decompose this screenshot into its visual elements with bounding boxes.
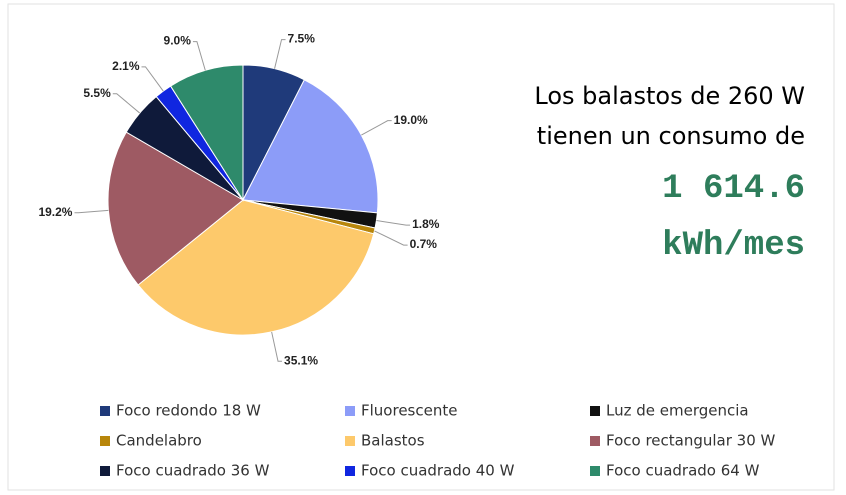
data-label: 19.0%: [394, 113, 428, 127]
data-label: 1.8%: [412, 217, 440, 231]
legend-swatch: [345, 436, 355, 446]
leader-line: [361, 120, 392, 136]
data-label: 0.7%: [410, 237, 438, 251]
data-label: 2.1%: [112, 59, 140, 73]
pie-slice: [169, 64, 244, 202]
pie-slice: [107, 131, 244, 286]
annotation-highlight: 1 614.6: [662, 170, 805, 208]
legend-swatch: [590, 466, 600, 476]
annotation-highlight: kWh/mes: [662, 227, 805, 265]
data-label: 7.5%: [288, 32, 316, 46]
legend-label: Foco cuadrado 64 W: [606, 462, 760, 480]
leader-line: [376, 220, 411, 226]
legend-label: Balastos: [361, 432, 425, 450]
legend-label: Foco cuadrado 36 W: [116, 462, 270, 480]
leader-line: [374, 230, 408, 246]
legend-swatch: [345, 466, 355, 476]
legend-label: Foco redondo 18 W: [116, 402, 261, 420]
pie-slice: [242, 79, 379, 214]
legend-label: Foco cuadrado 40 W: [361, 462, 515, 480]
data-label: 35.1%: [284, 353, 318, 367]
leader-line: [274, 39, 286, 69]
leader-line: [74, 209, 109, 214]
legend-label: Luz de emergencia: [606, 402, 749, 420]
legend-label: Candelabro: [116, 432, 202, 450]
leader-line: [271, 331, 283, 362]
leader-line: [192, 41, 206, 71]
pie-slice: [137, 199, 375, 336]
annotation-line: tienen un consumo de: [537, 122, 805, 150]
legend-swatch: [100, 436, 110, 446]
data-label: 19.2%: [38, 205, 72, 219]
data-label: 9.0%: [164, 34, 192, 48]
leader-line: [112, 93, 141, 114]
legend-swatch: [100, 406, 110, 416]
data-label: 5.5%: [83, 86, 111, 100]
legend-swatch: [345, 406, 355, 416]
legend-label: Fluorescente: [361, 402, 457, 420]
legend-swatch: [590, 406, 600, 416]
legend-swatch: [100, 466, 110, 476]
legend-label: Foco rectangular 30 W: [606, 432, 776, 450]
annotation-line: Los balastos de 260 W: [534, 82, 805, 110]
legend-swatch: [590, 436, 600, 446]
leader-line: [141, 66, 164, 92]
